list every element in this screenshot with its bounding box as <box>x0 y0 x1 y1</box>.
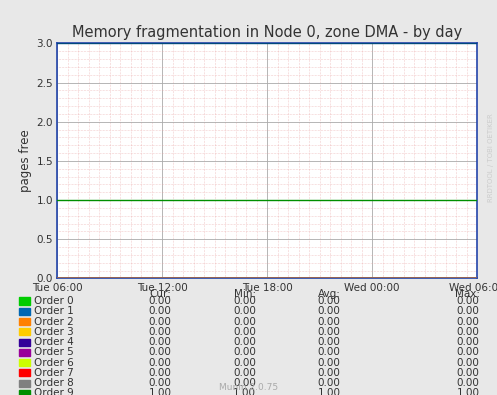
Text: 0.00: 0.00 <box>318 378 340 388</box>
Text: 0.00: 0.00 <box>149 296 171 306</box>
Text: 0.00: 0.00 <box>149 306 171 316</box>
Text: 0.00: 0.00 <box>149 378 171 388</box>
Text: 0.00: 0.00 <box>457 368 480 378</box>
Text: Order 4: Order 4 <box>34 337 74 347</box>
Text: 0.00: 0.00 <box>233 316 256 327</box>
Text: 0.00: 0.00 <box>149 327 171 337</box>
Text: 0.00: 0.00 <box>233 327 256 337</box>
Text: Order 6: Order 6 <box>34 357 74 368</box>
Text: 0.00: 0.00 <box>233 378 256 388</box>
Text: 0.00: 0.00 <box>318 296 340 306</box>
Text: Munin 2.0.75: Munin 2.0.75 <box>219 383 278 392</box>
Text: Order 9: Order 9 <box>34 388 74 395</box>
Text: 0.00: 0.00 <box>457 378 480 388</box>
Text: 0.00: 0.00 <box>457 316 480 327</box>
Text: Max:: Max: <box>455 289 480 299</box>
Text: Order 0: Order 0 <box>34 296 74 306</box>
Text: 0.00: 0.00 <box>457 347 480 357</box>
Text: 0.00: 0.00 <box>149 316 171 327</box>
Text: Order 8: Order 8 <box>34 378 74 388</box>
Text: 1.00: 1.00 <box>149 388 171 395</box>
Text: Order 1: Order 1 <box>34 306 74 316</box>
Text: 0.00: 0.00 <box>318 357 340 368</box>
Text: 0.00: 0.00 <box>318 337 340 347</box>
Text: 0.00: 0.00 <box>233 368 256 378</box>
Text: 1.00: 1.00 <box>457 388 480 395</box>
Text: 0.00: 0.00 <box>318 316 340 327</box>
Text: 0.00: 0.00 <box>318 347 340 357</box>
Text: 0.00: 0.00 <box>457 337 480 347</box>
Text: Cur:: Cur: <box>150 289 171 299</box>
Text: 0.00: 0.00 <box>149 357 171 368</box>
Text: Avg:: Avg: <box>318 289 340 299</box>
Text: Order 5: Order 5 <box>34 347 74 357</box>
Text: 0.00: 0.00 <box>457 327 480 337</box>
Text: 0.00: 0.00 <box>233 306 256 316</box>
Text: 0.00: 0.00 <box>318 368 340 378</box>
Text: 0.00: 0.00 <box>149 347 171 357</box>
Text: 0.00: 0.00 <box>233 296 256 306</box>
Text: 1.00: 1.00 <box>318 388 340 395</box>
Text: 0.00: 0.00 <box>233 337 256 347</box>
Text: 1.00: 1.00 <box>233 388 256 395</box>
Text: RRDTOOL / TOBI OETIKER: RRDTOOL / TOBI OETIKER <box>488 114 494 202</box>
Text: 0.00: 0.00 <box>457 306 480 316</box>
Title: Memory fragmentation in Node 0, zone DMA - by day: Memory fragmentation in Node 0, zone DMA… <box>72 24 462 40</box>
Text: Min:: Min: <box>234 289 256 299</box>
Text: 0.00: 0.00 <box>318 306 340 316</box>
Text: 0.00: 0.00 <box>318 327 340 337</box>
Text: 0.00: 0.00 <box>457 296 480 306</box>
Text: 0.00: 0.00 <box>233 357 256 368</box>
Text: 0.00: 0.00 <box>233 347 256 357</box>
Text: 0.00: 0.00 <box>149 368 171 378</box>
Text: 0.00: 0.00 <box>457 357 480 368</box>
Y-axis label: pages free: pages free <box>19 130 32 192</box>
Text: Order 2: Order 2 <box>34 316 74 327</box>
Text: 0.00: 0.00 <box>149 337 171 347</box>
Text: Order 3: Order 3 <box>34 327 74 337</box>
Text: Order 7: Order 7 <box>34 368 74 378</box>
